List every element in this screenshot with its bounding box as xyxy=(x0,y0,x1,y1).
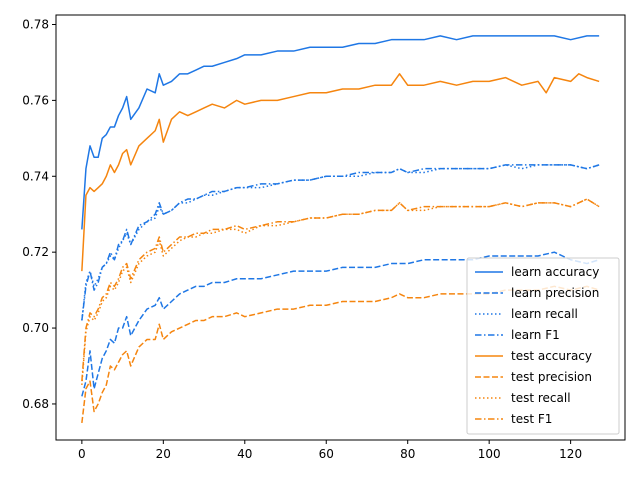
x-tick-label: 20 xyxy=(156,447,171,461)
y-tick-label: 0.78 xyxy=(22,17,49,31)
legend-label-test-precision: test precision xyxy=(511,370,592,384)
x-axis: 0 20 40 60 80 100 120 xyxy=(78,440,582,461)
series-learn-accuracy xyxy=(81,35,600,230)
legend-label-learn-precision: learn precision xyxy=(511,286,599,300)
x-tick-label: 80 xyxy=(400,447,415,461)
y-tick-label: 0.74 xyxy=(22,169,49,183)
series-test-recall xyxy=(81,198,600,386)
legend-label-learn-recall: learn recall xyxy=(511,307,578,321)
legend: learn accuracy learn precision learn recal… xyxy=(466,257,620,435)
legend-label-test-f1: test F1 xyxy=(511,412,552,426)
series-learn-f1 xyxy=(81,164,600,321)
x-tick-label: 40 xyxy=(237,447,252,461)
x-tick-label: 120 xyxy=(559,447,582,461)
y-tick-label: 0.76 xyxy=(22,93,49,107)
x-tick-label: 100 xyxy=(478,447,501,461)
y-tick-label: 0.70 xyxy=(22,321,49,335)
y-axis: 0.68 0.70 0.72 0.74 0.76 0.78 xyxy=(22,17,56,411)
x-tick-label: 0 xyxy=(78,447,86,461)
legend-label-test-recall: test recall xyxy=(511,391,571,405)
series-test-f1 xyxy=(81,198,600,382)
axes-frame xyxy=(55,14,626,441)
legend-label-test-accuracy: test accuracy xyxy=(511,349,592,363)
legend-box xyxy=(466,257,620,435)
legend-label-learn-f1: learn F1 xyxy=(511,328,560,342)
series-test-accuracy xyxy=(81,73,600,272)
x-tick-label: 60 xyxy=(319,447,334,461)
y-tick-label: 0.72 xyxy=(22,245,49,259)
legend-label-learn-accuracy: learn accuracy xyxy=(511,265,599,279)
y-tick-label: 0.68 xyxy=(22,397,49,411)
